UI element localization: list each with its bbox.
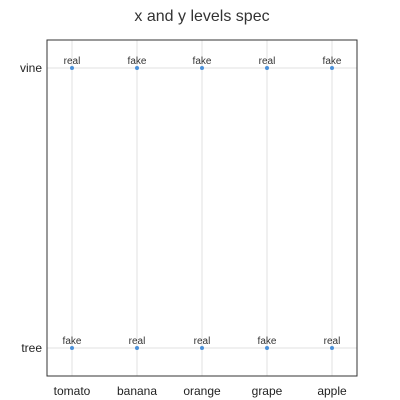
point-banana-tree <box>135 346 139 350</box>
point-orange-vine <box>200 66 204 70</box>
point-label-orange-tree: real <box>194 336 211 347</box>
point-banana-vine <box>135 66 139 70</box>
x-tick-label-orange: orange <box>183 384 221 398</box>
point-label-grape-tree: fake <box>258 336 277 347</box>
chart-title: x and y levels spec <box>134 8 269 25</box>
grid-layer <box>47 40 357 376</box>
point-label-tomato-tree: fake <box>63 336 82 347</box>
y-axis-ticks: tree vine <box>20 61 42 355</box>
point-label-banana-tree: real <box>129 336 146 347</box>
point-orange-tree <box>200 346 204 350</box>
x-tick-label-grape: grape <box>252 384 283 398</box>
y-tick-label-vine: vine <box>20 61 42 75</box>
point-label-apple-tree: real <box>324 336 341 347</box>
x-tick-label-tomato: tomato <box>54 384 91 398</box>
x-tick-label-apple: apple <box>317 384 347 398</box>
point-label-orange-vine: fake <box>193 56 212 67</box>
point-label-grape-vine: real <box>259 56 276 67</box>
point-tomato-vine <box>70 66 74 70</box>
point-apple-vine <box>330 66 334 70</box>
point-apple-tree <box>330 346 334 350</box>
x-tick-label-banana: banana <box>117 384 157 398</box>
point-labels-layer: real fake fake real fake fake real real fake real <box>63 56 342 347</box>
plot-frame <box>46 39 358 377</box>
y-tick-label-tree: tree <box>21 341 42 355</box>
point-label-banana-vine: fake <box>128 56 147 67</box>
point-tomato-tree <box>70 346 74 350</box>
point-grape-tree <box>265 346 269 350</box>
point-label-tomato-vine: real <box>64 56 81 67</box>
x-axis-ticks: tomato banana orange grape apple <box>54 384 347 398</box>
point-grape-vine <box>265 66 269 70</box>
point-label-apple-vine: fake <box>323 56 342 67</box>
points-layer <box>70 66 334 350</box>
